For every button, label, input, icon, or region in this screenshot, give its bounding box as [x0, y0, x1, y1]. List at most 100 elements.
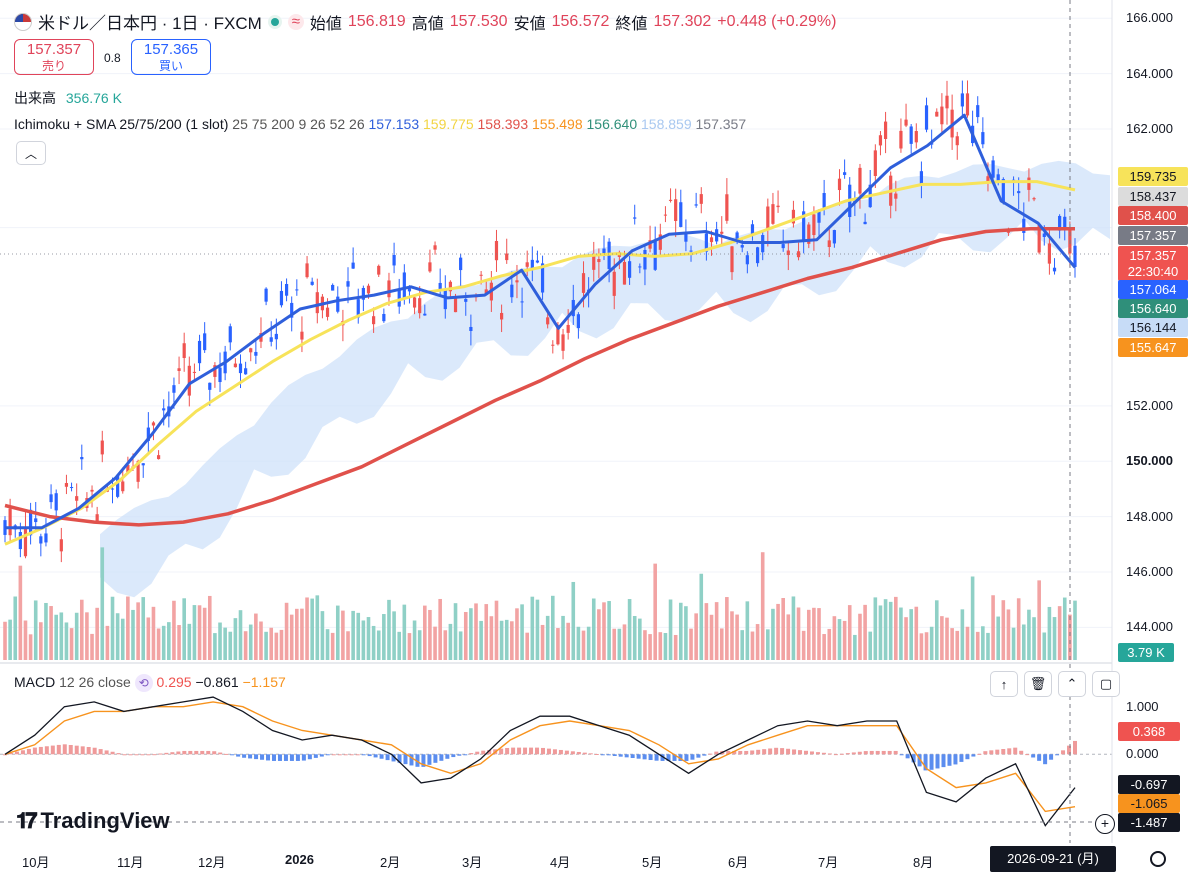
candle-body: [684, 233, 688, 242]
macd-histogram-bar: [804, 750, 809, 755]
macd-histogram-bar: [86, 747, 91, 755]
macd-histogram-bar: [355, 754, 360, 756]
tradingview-logo-icon: 𝟏𝟕: [16, 808, 38, 833]
candle-body: [735, 232, 739, 239]
macd-histogram-bar: [38, 746, 43, 755]
macd-histogram-bar: [260, 754, 265, 760]
candle-body: [80, 457, 84, 460]
volume-bar: [228, 631, 233, 660]
symbol-title[interactable]: 米ドル／日本円 · 1日 · FXCM: [38, 14, 262, 33]
market-open-icon[interactable]: [267, 14, 282, 29]
candle-body: [146, 427, 150, 441]
add-button[interactable]: +: [1095, 814, 1115, 834]
macd-tag: -1.065: [1118, 794, 1180, 813]
trash-icon: 🗑: [1029, 676, 1047, 691]
y-axis-tick-label: 146.000: [1126, 563, 1173, 579]
volume-legend[interactable]: 出来高 356.76 K: [14, 88, 122, 108]
volume-bar: [817, 608, 821, 660]
volume-bar: [397, 631, 402, 660]
macd-histogram-bar: [588, 753, 593, 755]
macd-histogram-bar: [337, 754, 342, 756]
candle-body: [1063, 216, 1067, 229]
macd-histogram-bar: [971, 754, 976, 757]
indicator-v1: 157.153: [368, 116, 420, 132]
candle-body: [141, 463, 145, 466]
macd-histogram-bar: [983, 751, 988, 755]
wave-icon[interactable]: ≈: [287, 13, 304, 30]
price-tag: 22:30:40: [1118, 262, 1188, 281]
macd-histogram-bar: [893, 750, 898, 755]
macd-histogram-bar: [529, 747, 534, 755]
macd-histogram-bar: [8, 752, 13, 755]
volume-bar: [612, 628, 617, 660]
volume-bar: [8, 619, 12, 660]
volume-bar: [735, 614, 739, 660]
macd-histogram-bar: [947, 754, 952, 766]
x-axis-tick-label: 11月: [117, 855, 144, 870]
candle-body: [786, 250, 790, 256]
chevron-up-icon: ︿: [24, 146, 37, 161]
volume-bar: [361, 620, 366, 660]
maximize-pane-button[interactable]: ▢: [1092, 671, 1120, 697]
macd-histogram-bar: [600, 754, 605, 756]
volume-bar: [407, 633, 412, 660]
candle-body: [254, 351, 258, 356]
candle-body: [965, 93, 970, 116]
candle-body: [310, 281, 314, 285]
volume-bar: [320, 611, 325, 660]
settings-gear-icon[interactable]: [1150, 851, 1166, 867]
tradingview-logo[interactable]: 𝟏𝟕 TradingView: [16, 808, 170, 834]
macd-histogram-bar: [32, 747, 37, 755]
buy-button[interactable]: 157.365 買い: [131, 39, 211, 75]
volume-bar: [745, 601, 750, 660]
collapse-legend-button[interactable]: ︿: [16, 141, 46, 165]
candle-body: [34, 518, 38, 523]
volume-bar: [254, 613, 258, 660]
collapse-pane-button[interactable]: ⌃: [1058, 671, 1086, 697]
sell-button[interactable]: 157.357 売り: [14, 39, 94, 75]
candle-body: [1017, 191, 1021, 194]
volume-bar: [376, 630, 381, 660]
series-line-sma-25: [5, 113, 1077, 530]
maximize-icon: ▢: [1099, 676, 1113, 691]
candle-body: [878, 135, 883, 146]
refresh-icon[interactable]: ⟲: [134, 674, 153, 693]
volume-bar: [929, 626, 934, 660]
macd-histogram-bar: [122, 754, 127, 756]
macd-histogram-bar: [146, 754, 151, 756]
delete-button[interactable]: 🗑: [1024, 671, 1052, 697]
macd-histogram-bar: [271, 754, 276, 761]
indicator-v5: 156.640: [586, 116, 638, 132]
macd-histogram-bar: [421, 754, 426, 767]
candle-body: [899, 130, 903, 149]
macd-histogram-bar: [385, 754, 390, 761]
macd-histogram-bar: [92, 747, 97, 755]
macd-histogram-bar: [475, 751, 480, 755]
volume-bar: [776, 603, 780, 660]
macd-histogram-bar: [582, 752, 587, 755]
candle-body: [90, 489, 94, 492]
indicator-legend[interactable]: Ichimoku + SMA 25/75/200 (1 slot) 25 75 …: [14, 116, 746, 132]
volume-bar: [1042, 632, 1047, 660]
candle-body: [382, 313, 386, 322]
candle-body: [955, 136, 959, 146]
candle-body: [49, 494, 53, 503]
candle-body: [863, 221, 867, 225]
volume-bar: [238, 610, 243, 660]
candle-body: [443, 288, 447, 310]
volume-bar: [643, 630, 647, 660]
volume-bar: [996, 616, 1001, 660]
volume-bar: [499, 620, 504, 660]
macd-histogram-bar: [140, 754, 145, 756]
macd-histogram-bar: [935, 754, 940, 769]
volume-bar: [289, 614, 294, 660]
candle-body: [233, 363, 237, 368]
macd-histogram-bar: [929, 754, 934, 770]
move-up-button[interactable]: ↑: [990, 671, 1018, 697]
macd-legend[interactable]: MACD 12 26 close ⟲ 0.295 −0.861 −1.157: [14, 674, 286, 693]
candle-body: [530, 259, 534, 269]
macd-histogram-bar: [708, 753, 713, 755]
volume-bar: [525, 632, 530, 660]
candle-body: [858, 167, 862, 194]
